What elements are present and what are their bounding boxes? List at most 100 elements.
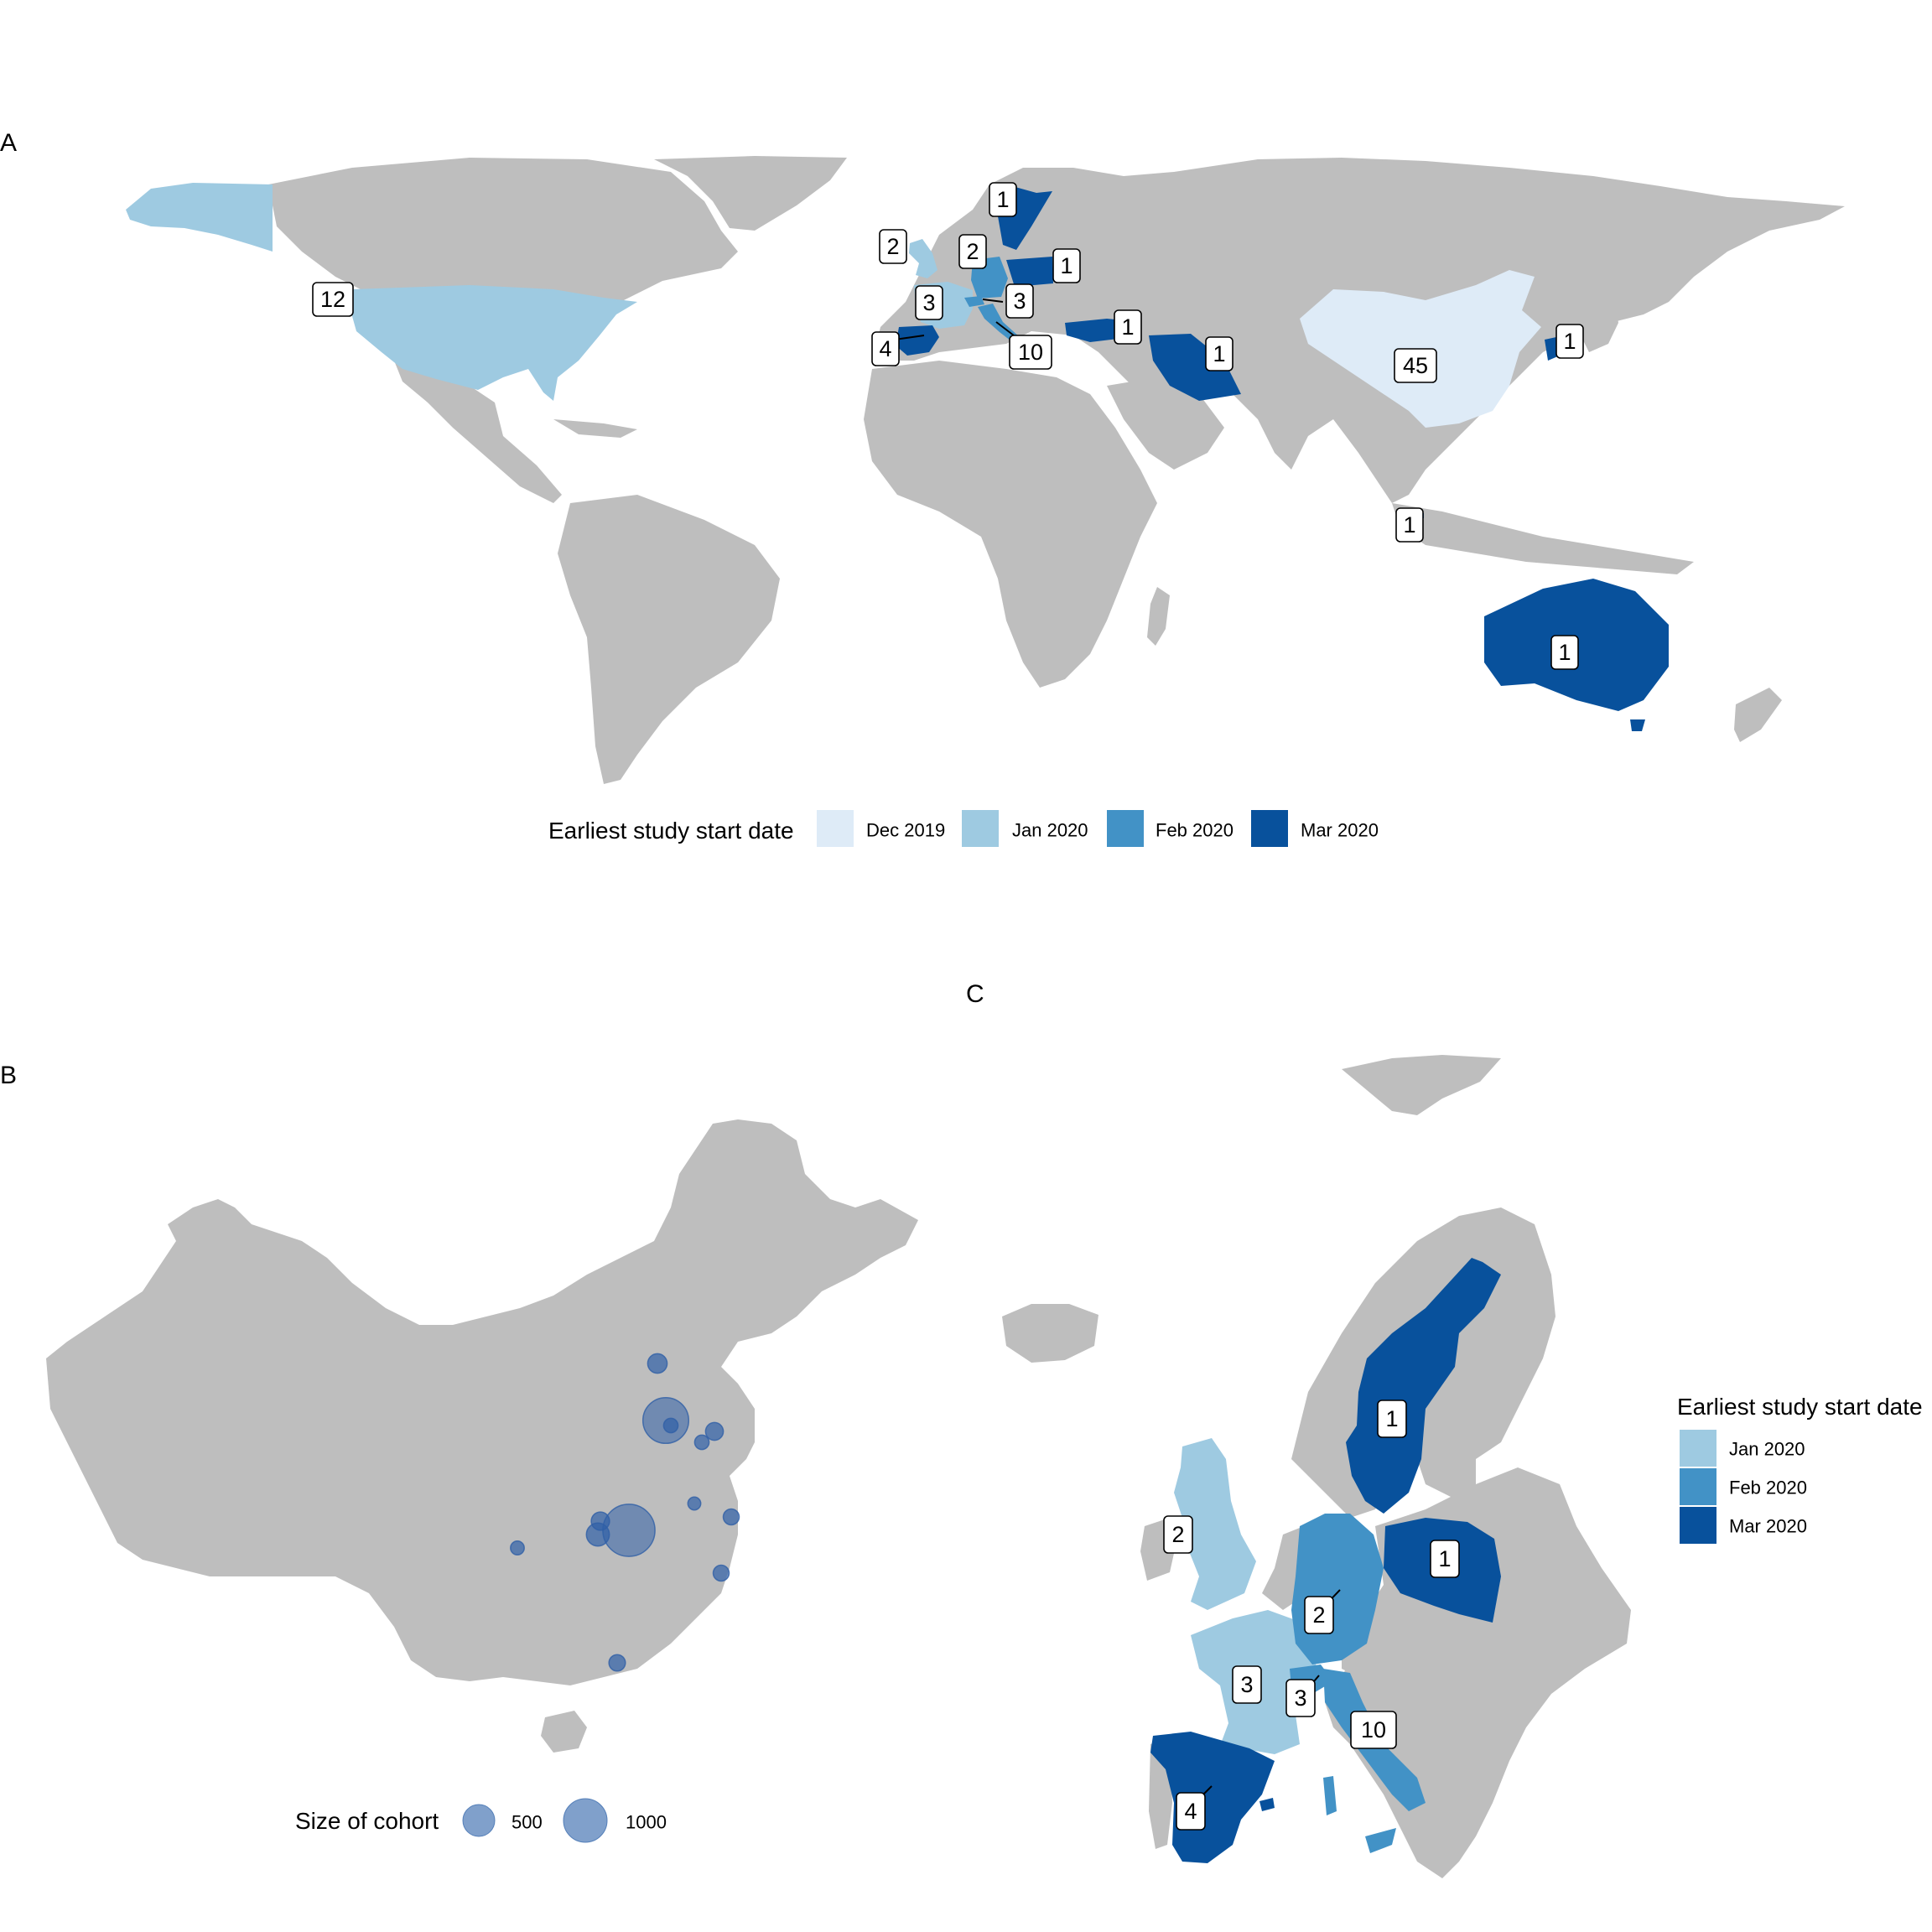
- label-poland: 1: [1052, 248, 1081, 283]
- cohort-circle-11: [712, 1564, 730, 1582]
- label-c-uk: 2: [1163, 1515, 1193, 1554]
- label-c-spain: 4: [1176, 1792, 1206, 1831]
- label-turkey: 1: [1114, 309, 1142, 345]
- panel-a-legend-label-2: Jan 2020: [1012, 820, 1088, 841]
- panel-b-legend-label-1000: 1000: [626, 1812, 667, 1833]
- sardinia-c-region: [1323, 1776, 1337, 1815]
- panel-a-labels: 12 2 3 4 2 3 1: [312, 182, 1584, 670]
- new-zealand-land: [1734, 688, 1782, 742]
- madagascar-land: [1147, 587, 1170, 646]
- label-south-korea: 1: [1555, 324, 1584, 359]
- panel-b: B Size of cohort 500 1000: [0, 1062, 918, 1843]
- panel-a-legend-swatch-4: [1251, 810, 1288, 847]
- label-singapore: 1: [1395, 507, 1424, 543]
- panel-c: C: [966, 980, 1923, 1878]
- caribbean-land: [553, 419, 637, 438]
- cohort-circle-10: [510, 1540, 525, 1555]
- alaska-region: [126, 183, 273, 252]
- panel-c-legend: Earliest study start date Jan 2020 Feb 2…: [1677, 1394, 1923, 1544]
- panel-b-letter: B: [0, 1062, 17, 1089]
- label-singapore-text: 1: [1403, 512, 1415, 538]
- south-america-land: [558, 495, 780, 784]
- cohort-circle-12: [608, 1654, 626, 1672]
- panel-a-legend-swatch-1: [817, 810, 854, 847]
- hainan-basemap: [541, 1711, 587, 1753]
- label-south-korea-text: 1: [1563, 329, 1576, 354]
- usa-region: [351, 285, 637, 401]
- label-switzerland: 3: [1005, 283, 1034, 319]
- panel-c-legend-label-3: Mar 2020: [1729, 1516, 1807, 1537]
- panel-a-legend-label-3: Feb 2020: [1156, 820, 1233, 841]
- label-c-sweden: 1: [1377, 1400, 1407, 1438]
- indonesia-land: [1392, 503, 1694, 574]
- label-sweden-text: 1: [996, 187, 1009, 212]
- panel-c-legend-swatch-3: [1680, 1507, 1716, 1544]
- panel-c-legend-title: Earliest study start date: [1677, 1394, 1923, 1420]
- panel-c-letter: C: [966, 980, 984, 1008]
- label-turkey-text: 1: [1121, 314, 1134, 340]
- cohort-circle-6: [722, 1508, 740, 1526]
- panel-c-labels: 2 3 4 2 3 10 1: [1163, 1400, 1460, 1831]
- tasmania-region: [1630, 719, 1645, 731]
- uk-region: [909, 239, 937, 278]
- label-usa: 12: [312, 282, 354, 317]
- label-poland-text: 1: [1060, 253, 1072, 278]
- label-c-germany-text: 2: [1312, 1602, 1325, 1628]
- sweden-c-region: [1346, 1258, 1501, 1514]
- label-c-germany: 2: [1304, 1596, 1334, 1634]
- panel-a-legend-label-4: Mar 2020: [1301, 820, 1379, 841]
- label-c-france-text: 3: [1240, 1672, 1253, 1697]
- panel-c-legend-label-2: Feb 2020: [1729, 1478, 1807, 1498]
- label-germany: 2: [958, 234, 987, 269]
- cohort-circle-7: [602, 1504, 656, 1557]
- label-c-italy: 10: [1350, 1711, 1397, 1749]
- label-sweden: 1: [989, 182, 1017, 217]
- switzerland-region: [964, 296, 984, 307]
- cohort-circle-13: [662, 1417, 679, 1434]
- panel-a-legend-label-1: Dec 2019: [866, 820, 945, 841]
- panel-c-legend-swatch-1: [1680, 1430, 1716, 1467]
- panel-a-legend: Earliest study start date Dec 2019 Jan 2…: [548, 810, 1379, 847]
- uk-c-region: [1174, 1438, 1256, 1610]
- label-iran-text: 1: [1213, 341, 1225, 366]
- panel-b-legend: Size of cohort 500 1000: [295, 1798, 667, 1843]
- panel-b-legend-label-500: 500: [512, 1812, 543, 1833]
- cohort-circle-1: [647, 1353, 668, 1374]
- sicily-c-region: [1365, 1828, 1396, 1853]
- arabia-land: [1107, 377, 1224, 470]
- label-italy: 10: [1009, 335, 1052, 370]
- iceland-land: [1002, 1304, 1098, 1363]
- label-australia: 1: [1550, 635, 1579, 670]
- poland-region: [1006, 257, 1053, 287]
- label-c-italy-text: 10: [1361, 1717, 1386, 1742]
- label-australia-text: 1: [1558, 640, 1571, 665]
- label-spain-text: 4: [879, 336, 891, 361]
- world-basemap: [126, 156, 1845, 784]
- panel-a-legend-swatch-3: [1107, 810, 1144, 847]
- label-uk: 2: [879, 229, 907, 264]
- label-iran: 1: [1205, 336, 1233, 371]
- label-c-spain-text: 4: [1184, 1799, 1197, 1824]
- balearic-c-region: [1259, 1798, 1275, 1811]
- panel-a-legend-swatch-2: [962, 810, 999, 847]
- label-france: 3: [915, 285, 943, 320]
- cohort-circle-9: [590, 1511, 610, 1531]
- cohort-circle-3: [704, 1421, 724, 1441]
- label-uk-text: 2: [886, 234, 899, 259]
- panel-a-legend-title: Earliest study start date: [548, 818, 794, 844]
- panel-a: A: [0, 129, 1845, 847]
- north-america-land: [268, 158, 738, 319]
- label-c-poland: 1: [1430, 1540, 1460, 1578]
- panel-b-legend-circle-500: [462, 1804, 496, 1837]
- panel-c-legend-swatch-2: [1680, 1468, 1716, 1505]
- label-germany-text: 2: [966, 239, 979, 264]
- label-c-uk-text: 2: [1171, 1522, 1184, 1547]
- greenland-land: [654, 156, 847, 231]
- cohort-circle-4: [693, 1434, 710, 1451]
- label-c-sweden-text: 1: [1385, 1406, 1398, 1431]
- label-france-text: 3: [922, 290, 935, 315]
- iran-region: [1149, 334, 1241, 401]
- svalbard-land: [1342, 1055, 1501, 1115]
- spain-region: [896, 325, 939, 356]
